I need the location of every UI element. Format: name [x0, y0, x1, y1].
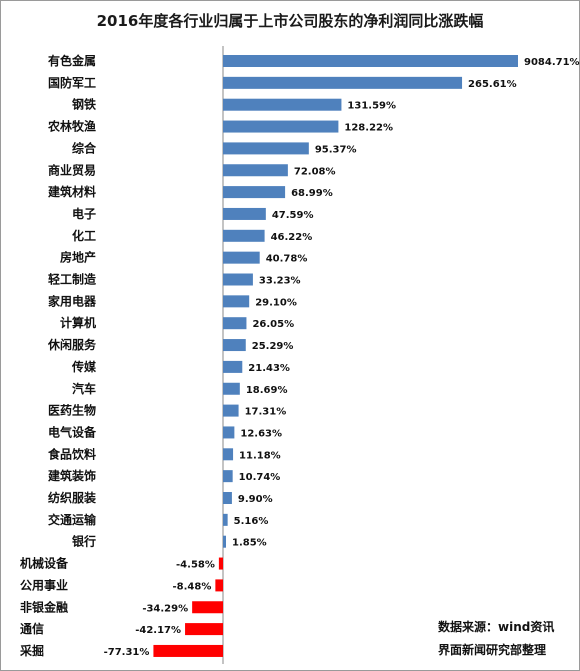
category-label: 钢铁: [72, 97, 96, 112]
bar-医药生物: [223, 404, 239, 417]
data-label: 10.74%: [239, 472, 281, 483]
data-label: -4.58%: [176, 560, 215, 571]
bar-商业贸易: [223, 164, 288, 177]
data-label: 12.63%: [240, 428, 282, 439]
data-label: 128.22%: [344, 123, 393, 134]
data-label: 95.37%: [315, 144, 357, 155]
bar-交通运输: [223, 513, 228, 526]
data-label: 11.18%: [239, 450, 281, 461]
bar-机械设备: [218, 557, 223, 570]
category-label: 交通运输: [48, 512, 97, 527]
chart-title: 2016年度各行业归属于上市公司股东的净利润同比涨跌幅: [96, 12, 484, 30]
category-label: 非银金融: [20, 599, 68, 614]
data-label: 25.29%: [252, 341, 294, 352]
category-label: 公用事业: [20, 577, 68, 592]
category-label: 综合: [72, 140, 97, 155]
bar-房地产: [223, 251, 260, 264]
category-label: 轻工制造: [48, 272, 97, 287]
bar-汽车: [223, 382, 240, 395]
data-label: 46.22%: [271, 232, 313, 243]
bar-电气设备: [223, 426, 235, 439]
bar-轻工制造: [223, 273, 253, 286]
data-label: 5.16%: [234, 516, 269, 527]
bar-电子: [223, 207, 266, 220]
category-label: 国防军工: [48, 75, 96, 90]
bar-食品饮料: [223, 448, 234, 461]
bar-计算机: [223, 317, 247, 330]
data-label: 29.10%: [255, 297, 297, 308]
bar-非银金融: [192, 601, 223, 614]
bar-综合: [223, 142, 309, 155]
category-label: 化工: [72, 228, 96, 243]
bar-有色金属: [223, 55, 518, 67]
category-label: 汽车: [72, 381, 96, 396]
data-label: 9.90%: [238, 494, 273, 505]
data-label: -42.17%: [135, 625, 181, 636]
data-label: 40.78%: [266, 254, 308, 265]
category-label: 纺织服装: [48, 490, 96, 505]
category-label: 机械设备: [20, 556, 69, 571]
category-label: 通信: [20, 621, 44, 636]
category-label: 建筑材料: [47, 184, 96, 199]
category-label: 食品饮料: [47, 446, 96, 461]
bar-银行: [223, 535, 226, 548]
data-label: 17.31%: [245, 407, 287, 418]
bar-纺织服装: [223, 492, 232, 504]
category-label: 医药生物: [48, 403, 96, 418]
data-label: -8.48%: [173, 581, 212, 592]
bar-国防军工: [223, 76, 463, 89]
data-label: 72.08%: [294, 166, 336, 177]
category-label: 农林牧渔: [47, 119, 96, 134]
bar-传媒: [223, 360, 243, 373]
category-label: 银行: [72, 534, 96, 549]
category-label: 传媒: [71, 359, 97, 374]
source-note: 数据来源：wind资讯: [438, 620, 555, 634]
bar-农林牧渔: [223, 120, 339, 133]
data-label: 9084.71%: [524, 57, 580, 68]
category-label: 计算机: [60, 315, 96, 330]
data-label: 265.61%: [468, 79, 517, 90]
data-label: 68.99%: [291, 188, 333, 199]
data-label: -34.29%: [142, 603, 188, 614]
bar-通信: [185, 623, 223, 636]
data-label: 18.69%: [246, 385, 288, 396]
data-label: 1.85%: [232, 538, 267, 549]
bar-公用事业: [215, 579, 223, 592]
bar-建筑材料: [223, 186, 286, 199]
data-label: 26.05%: [252, 319, 294, 330]
category-label: 家用电器: [48, 293, 97, 308]
data-label: 21.43%: [248, 363, 290, 374]
bar-化工: [223, 229, 265, 242]
category-label: 商业贸易: [48, 162, 96, 177]
data-label: 131.59%: [347, 101, 396, 112]
bar-家用电器: [223, 295, 250, 308]
category-label: 电气设备: [48, 424, 97, 439]
bar-钢铁: [223, 98, 342, 111]
source-credit: 界面新闻研究部整理: [438, 643, 547, 657]
category-label: 建筑装饰: [47, 468, 96, 483]
bar-建筑装饰: [223, 470, 233, 483]
category-label: 休闲服务: [47, 337, 97, 352]
data-label: 47.59%: [272, 210, 314, 221]
bar-采掘: [153, 644, 223, 657]
bar-休闲服务: [223, 339, 246, 352]
category-label: 电子: [72, 206, 96, 221]
category-label: 采掘: [19, 643, 44, 658]
category-label: 房地产: [60, 250, 96, 265]
category-label: 有色金属: [48, 53, 96, 68]
data-label: -77.31%: [104, 647, 150, 658]
data-label: 33.23%: [259, 276, 301, 287]
